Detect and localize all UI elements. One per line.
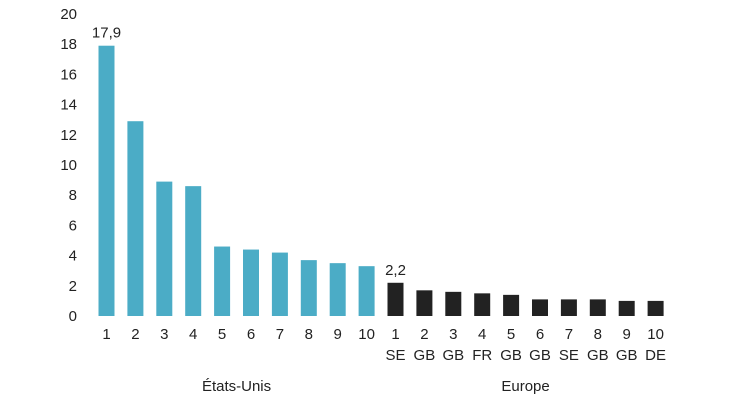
x-tick-label: 5 — [218, 326, 226, 343]
bar — [560, 299, 577, 316]
bar — [214, 246, 231, 316]
bar — [647, 300, 664, 316]
bar — [300, 260, 317, 316]
x-tick-label: 5 — [507, 326, 515, 343]
y-tick-label: 0 — [69, 308, 77, 325]
bar — [156, 181, 173, 316]
x-tick-label: 3 — [160, 326, 168, 343]
x-tick-label: 9 — [334, 326, 342, 343]
y-tick-label: 4 — [69, 248, 77, 265]
data-label: 17,9 — [92, 25, 121, 42]
x-country-label: GB — [529, 347, 551, 364]
bar — [271, 252, 288, 316]
y-tick-label: 10 — [60, 157, 77, 174]
x-tick-label: 8 — [305, 326, 313, 343]
x-country-label: GB — [587, 347, 609, 364]
x-tick-label: 4 — [478, 326, 486, 343]
y-tick-label: 2 — [69, 278, 77, 295]
bar — [387, 282, 404, 316]
x-tick-label: 6 — [247, 326, 255, 343]
x-tick-label: 10 — [358, 326, 375, 343]
x-country-label: SE — [385, 347, 405, 364]
x-tick-label: 7 — [565, 326, 573, 343]
y-tick-label: 18 — [60, 36, 77, 53]
bar — [127, 121, 144, 317]
y-tick-label: 6 — [69, 217, 77, 234]
x-tick-label: 2 — [420, 326, 428, 343]
bar — [532, 299, 548, 316]
x-tick-label: 3 — [449, 326, 457, 343]
bars: 17,9 2,2 — [92, 25, 664, 317]
x-axis: 1 2 3 4 5 6 7 8 9 10 États-Unis 1 SE 2 GB 3 GB 4 FR 5 GB 6 GB 7… — [102, 326, 666, 395]
bar — [589, 299, 606, 316]
y-tick-label: 8 — [69, 187, 77, 204]
bar — [329, 263, 346, 316]
x-tick-label: 7 — [276, 326, 284, 343]
x-country-label: GB — [414, 347, 436, 364]
x-country-label: GB — [442, 347, 464, 364]
bar — [474, 293, 491, 316]
bar — [503, 294, 520, 316]
x-tick-label: 8 — [594, 326, 602, 343]
group-label: États-Unis — [202, 378, 271, 395]
x-country-label: FR — [472, 347, 492, 364]
x-tick-label: 10 — [647, 326, 664, 343]
x-country-label: SE — [559, 347, 579, 364]
x-tick-label: 6 — [536, 326, 544, 343]
group-label: Europe — [501, 378, 549, 395]
data-label: 2,2 — [385, 262, 406, 279]
x-country-label: GB — [500, 347, 522, 364]
y-tick-label: 12 — [60, 127, 77, 144]
y-tick-label: 14 — [60, 97, 77, 114]
y-tick-label: 16 — [60, 66, 77, 83]
y-tick-label: 20 — [60, 6, 77, 23]
bar — [618, 300, 635, 316]
x-tick-label: 4 — [189, 326, 197, 343]
x-tick-label: 9 — [623, 326, 631, 343]
bar — [243, 249, 259, 316]
x-tick-label: 2 — [131, 326, 139, 343]
x-country-label: GB — [616, 347, 638, 364]
bar — [358, 266, 375, 316]
x-tick-label: 1 — [391, 326, 399, 343]
bar — [416, 290, 433, 316]
y-axis: 0 2 4 6 8 10 12 14 16 18 20 — [60, 6, 77, 325]
x-tick-label: 1 — [102, 326, 110, 343]
bar — [98, 45, 115, 317]
x-country-label: DE — [645, 347, 666, 364]
bar — [185, 186, 202, 316]
bar — [445, 291, 462, 316]
